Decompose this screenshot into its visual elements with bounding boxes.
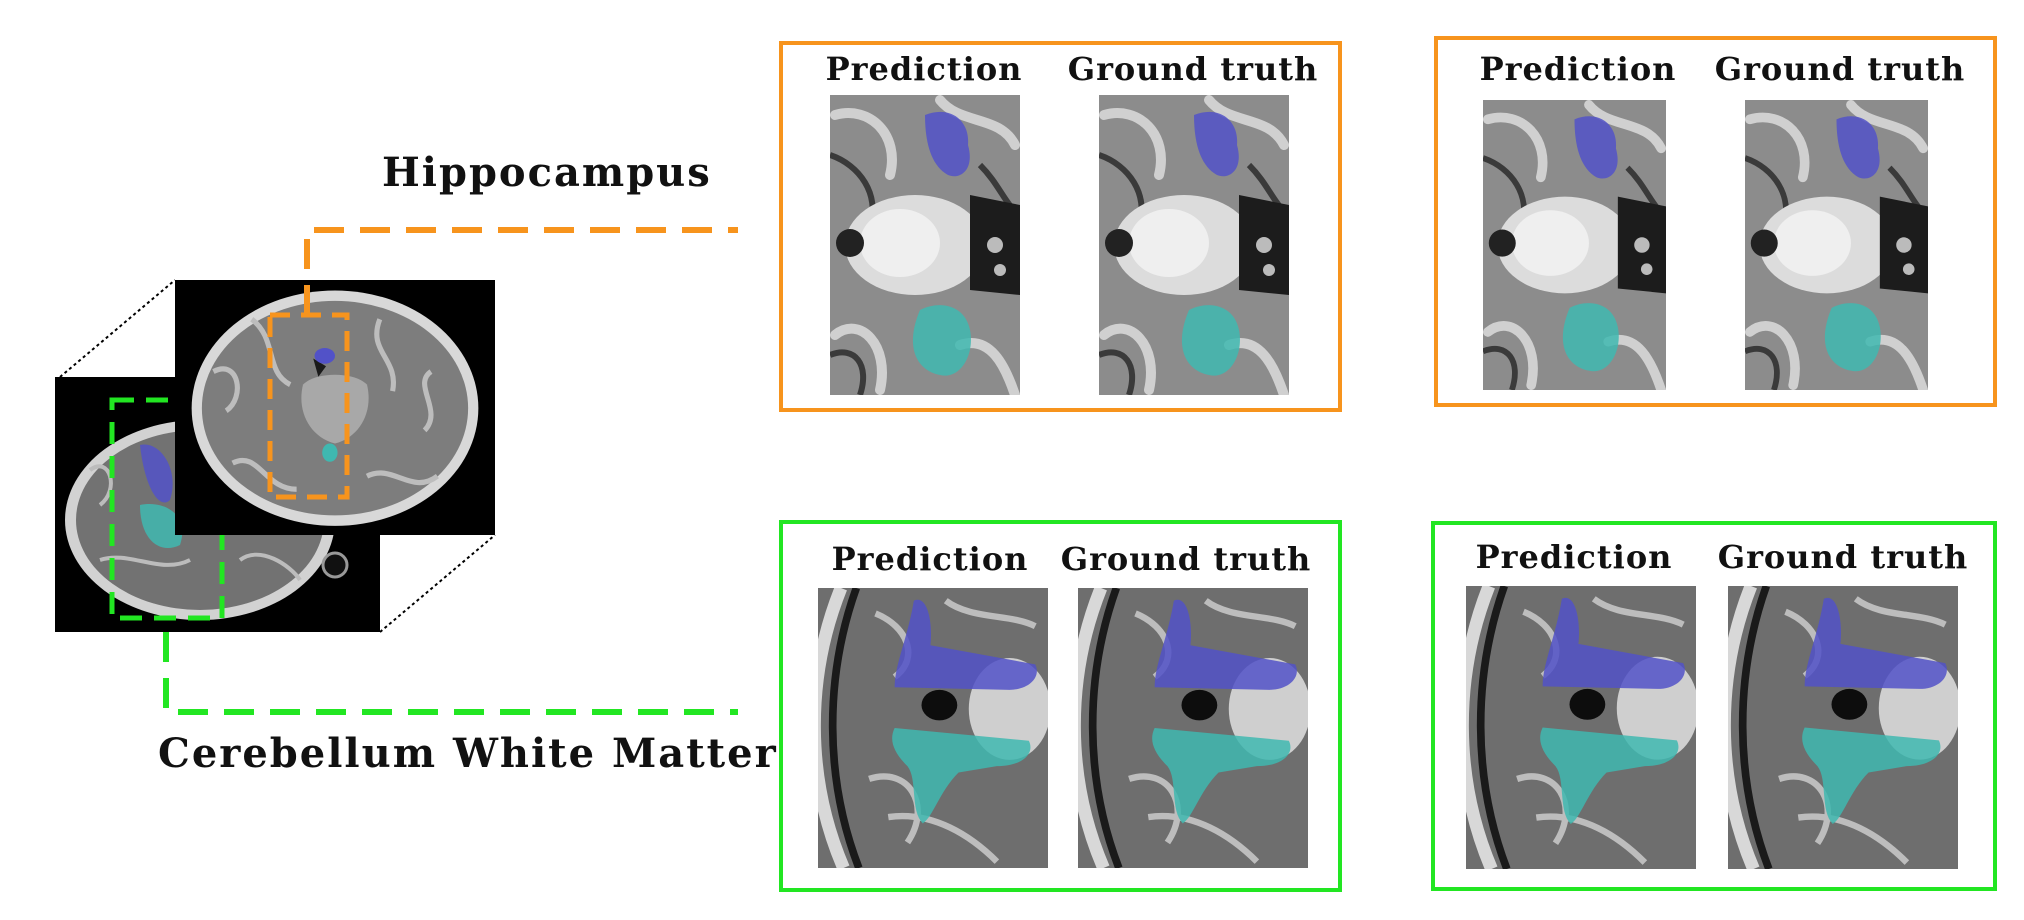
- ground-truth-image: [1074, 588, 1310, 868]
- prediction-title: Prediction: [1480, 50, 1677, 88]
- prediction-title: Prediction: [826, 50, 1023, 88]
- hippocampus-connector: [304, 227, 738, 315]
- ground-truth-title: Ground truth: [1061, 540, 1312, 578]
- panel-frame: [1431, 521, 1997, 891]
- prediction-image: [814, 588, 1050, 868]
- prediction-title: Prediction: [1476, 538, 1673, 576]
- ground-truth-title: Ground truth: [1715, 50, 1966, 88]
- prediction-image: [830, 95, 1020, 395]
- ground-truth-title: Ground truth: [1718, 538, 1969, 576]
- panel-frame: [1434, 36, 1997, 407]
- brain-volume-stack: [55, 279, 496, 633]
- cerebellum-panel-1: Prediction Ground truth: [779, 520, 1342, 892]
- prediction-image: [1462, 586, 1698, 869]
- prediction-title: Prediction: [832, 540, 1029, 578]
- panel-frame: [779, 520, 1342, 892]
- ground-truth-image: [1724, 586, 1960, 869]
- prediction-image: [1483, 100, 1666, 390]
- panel-frame: [779, 41, 1342, 412]
- ground-truth-image: [1745, 100, 1928, 390]
- ground-truth-image: [1099, 95, 1289, 395]
- front-slice-image: [175, 280, 495, 535]
- ground-truth-title: Ground truth: [1068, 50, 1319, 88]
- hippocampus-panel-1: Prediction Ground truth: [779, 41, 1342, 412]
- cerebellum-connector: [163, 632, 738, 715]
- hippocampus-label: Hippocampus: [382, 149, 712, 196]
- cerebellum-panel-2: Prediction Ground truth: [1431, 521, 1997, 891]
- cerebellum-label: Cerebellum White Matter: [158, 730, 778, 777]
- hippocampus-panel-2: Prediction Ground truth: [1434, 36, 1997, 407]
